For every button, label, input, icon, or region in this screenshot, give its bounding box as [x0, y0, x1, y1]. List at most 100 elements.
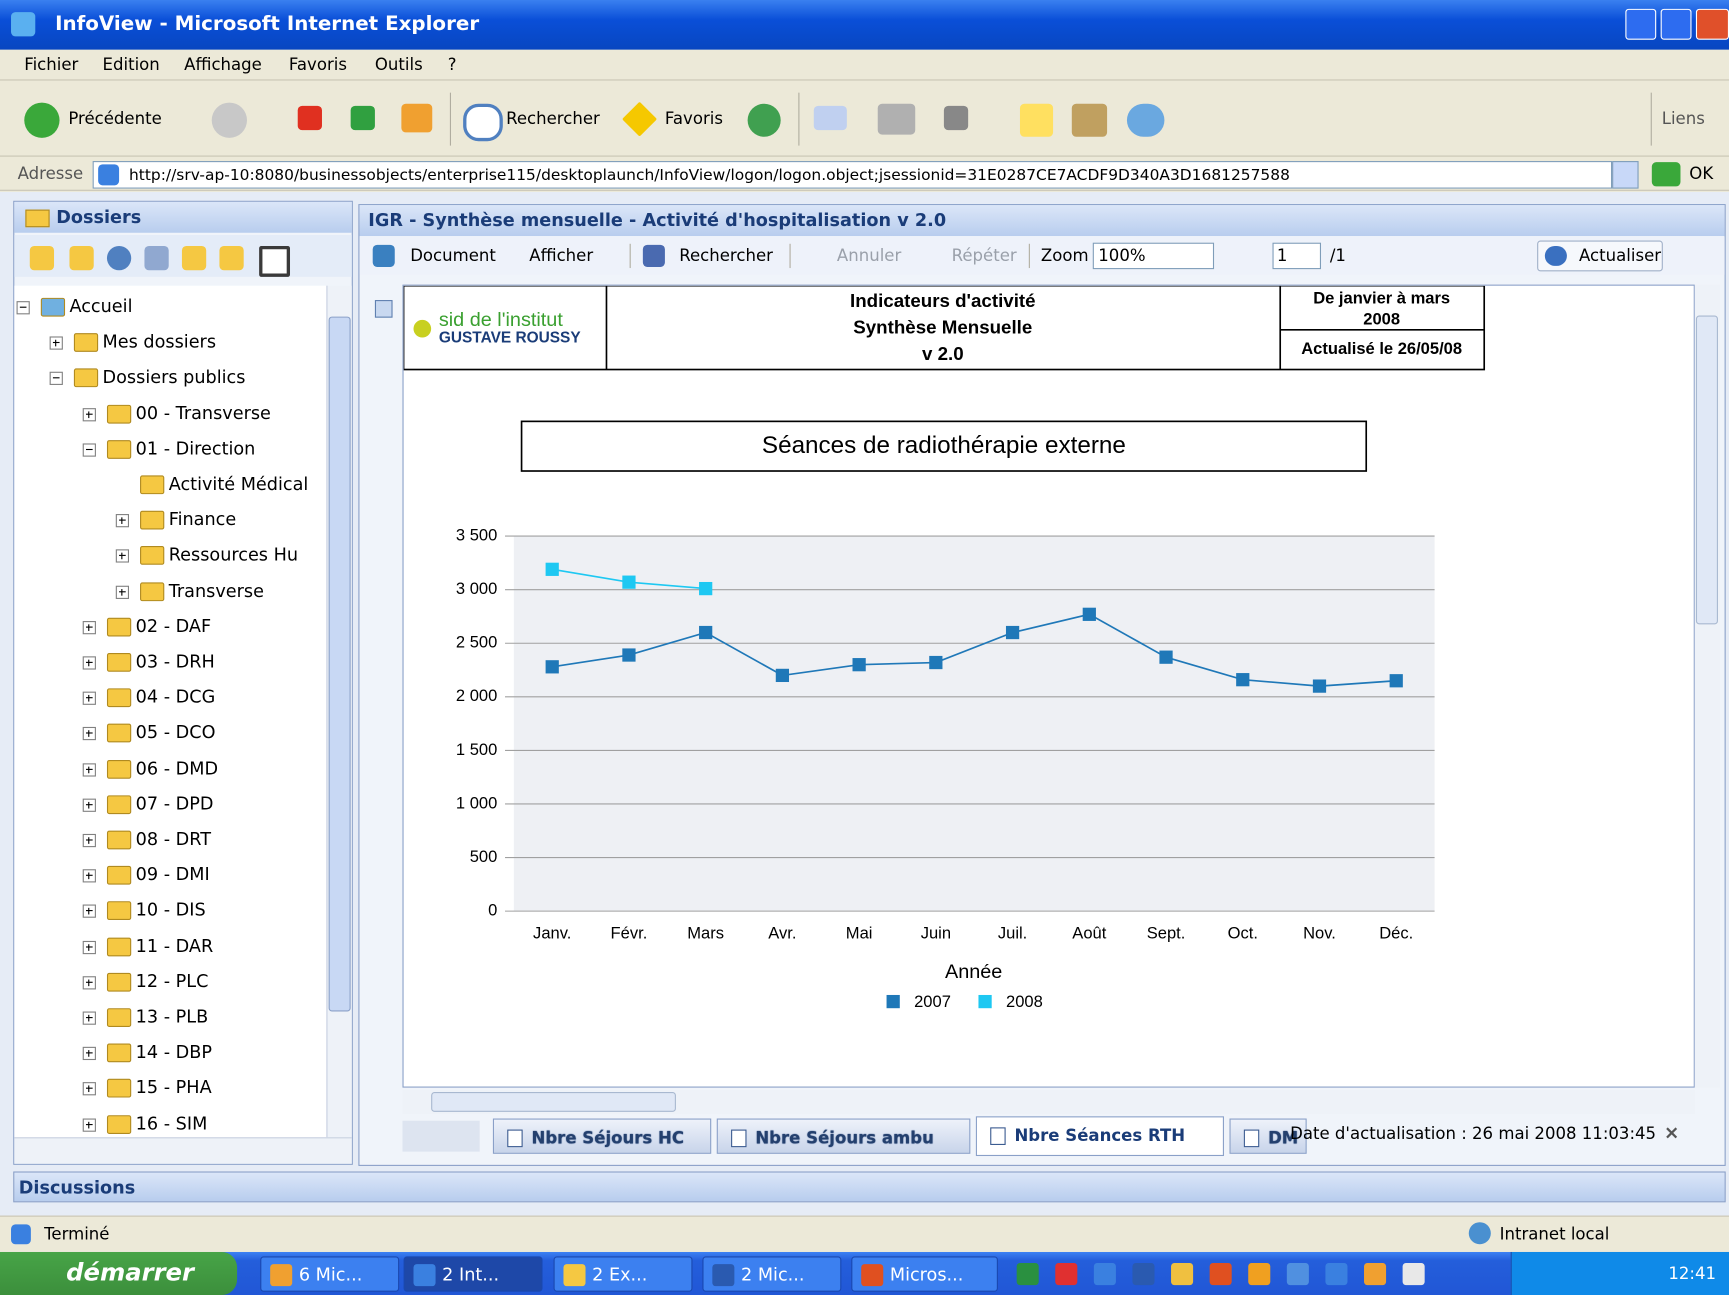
tree-label[interactable]: Ressources Hu: [168, 544, 299, 566]
go-button[interactable]: OK: [1689, 163, 1714, 184]
tree-label[interactable]: 11 - DAR: [135, 934, 214, 956]
expander[interactable]: [82, 904, 96, 919]
report-hscrollbar[interactable]: [402, 1089, 1695, 1115]
search-button[interactable]: Rechercher: [506, 108, 600, 129]
expander[interactable]: [49, 336, 63, 350]
quick-icon[interactable]: [1171, 1263, 1194, 1286]
maximize-button[interactable]: [1660, 8, 1692, 40]
tree-label[interactable]: 16 - SIM: [135, 1112, 208, 1134]
address-dropdown[interactable]: [1612, 161, 1639, 189]
minimize-button[interactable]: [1625, 8, 1657, 40]
tool-icon[interactable]: [181, 245, 207, 271]
favorites-button[interactable]: Favoris: [664, 108, 723, 129]
start-button[interactable]: démarrer: [0, 1251, 238, 1295]
tree-label[interactable]: Accueil: [69, 295, 133, 317]
menu-item[interactable]: Favoris: [288, 54, 347, 75]
view-menu[interactable]: Afficher: [529, 245, 594, 266]
expander[interactable]: [115, 549, 130, 563]
expander[interactable]: [82, 798, 96, 812]
expander[interactable]: [82, 869, 96, 883]
tree-label[interactable]: Mes dossiers: [102, 331, 217, 353]
expander[interactable]: [82, 1118, 96, 1132]
research-icon[interactable]: [1071, 103, 1108, 137]
expander[interactable]: [82, 833, 96, 848]
home-icon[interactable]: [401, 103, 433, 133]
expander[interactable]: [82, 1011, 96, 1025]
document-menu[interactable]: Document: [410, 245, 496, 266]
scroll-thumb[interactable]: [431, 1092, 676, 1112]
scroll-thumb[interactable]: [1695, 315, 1718, 625]
discussions-bar[interactable]: Discussions: [13, 1171, 1726, 1203]
expander[interactable]: [82, 443, 96, 457]
tree-label[interactable]: 14 - DBP: [135, 1041, 212, 1063]
history-icon[interactable]: [747, 103, 781, 137]
task-button[interactable]: 2 Mic...: [702, 1256, 842, 1292]
expander[interactable]: [115, 585, 130, 599]
expander[interactable]: [82, 762, 96, 777]
quick-icon[interactable]: [1364, 1263, 1387, 1286]
tool-icon[interactable]: [144, 245, 169, 271]
notes-icon[interactable]: [1019, 103, 1054, 137]
task-button[interactable]: 6 Mic...: [260, 1256, 400, 1292]
stop-icon[interactable]: [297, 105, 322, 131]
tree-label[interactable]: 15 - PHA: [135, 1077, 212, 1098]
tree-label[interactable]: 12 - PLC: [135, 970, 209, 992]
back-button[interactable]: Précédente: [68, 108, 162, 129]
address-field[interactable]: http://srv-ap-10:8080/businessobjects/en…: [92, 161, 1613, 189]
links-button[interactable]: Liens: [1661, 108, 1705, 129]
refresh-icon[interactable]: [350, 105, 375, 131]
tool-icon[interactable]: [219, 245, 244, 271]
report-vscrollbar[interactable]: [1694, 284, 1721, 1088]
tool-icon[interactable]: [29, 245, 55, 271]
tree-label[interactable]: 01 - Direction: [135, 437, 256, 459]
close-button[interactable]: [1695, 8, 1729, 40]
tree-label[interactable]: 00 - Transverse: [135, 402, 271, 424]
delete-icon[interactable]: [259, 245, 291, 277]
tab[interactable]: Nbre Séjours ambu: [716, 1118, 971, 1154]
tree-label[interactable]: 03 - DRH: [135, 650, 215, 672]
expander[interactable]: [82, 407, 96, 421]
tree-label[interactable]: Activité Médical: [168, 473, 309, 495]
quick-icon[interactable]: [1055, 1263, 1078, 1286]
quick-icon[interactable]: [1209, 1263, 1232, 1286]
tool-icon[interactable]: [106, 245, 132, 271]
messenger-icon[interactable]: [1126, 103, 1165, 137]
tree-label[interactable]: 13 - PLB: [135, 1005, 209, 1027]
go-icon[interactable]: [1651, 162, 1681, 187]
search-icon[interactable]: [463, 103, 503, 142]
tree-label[interactable]: 04 - DCG: [135, 686, 216, 708]
tree-label[interactable]: 10 - DIS: [135, 899, 206, 921]
quick-icon[interactable]: [1325, 1263, 1348, 1286]
scroll-thumb[interactable]: [328, 316, 351, 1012]
find-button[interactable]: Rechercher: [679, 245, 773, 266]
quick-icon[interactable]: [1402, 1263, 1425, 1286]
expander[interactable]: [82, 975, 96, 990]
expander[interactable]: [82, 620, 96, 635]
nav-toggle[interactable]: [374, 300, 393, 318]
tree-label[interactable]: Transverse: [168, 579, 264, 601]
task-button[interactable]: Micros...: [851, 1256, 998, 1292]
tool-icon[interactable]: [69, 245, 94, 271]
expander[interactable]: [82, 691, 96, 706]
print-icon[interactable]: [877, 103, 916, 135]
expander[interactable]: [82, 727, 96, 741]
tree-label[interactable]: Finance: [168, 508, 237, 530]
tree-label[interactable]: Dossiers publics: [102, 366, 246, 388]
menu-item[interactable]: Edition: [102, 54, 160, 75]
edit-icon[interactable]: [943, 105, 969, 131]
tree-scrollbar[interactable]: [326, 285, 352, 1138]
expander[interactable]: [82, 656, 96, 670]
tree-label[interactable]: 07 - DPD: [135, 792, 214, 814]
tree-label[interactable]: 09 - DMI: [135, 863, 210, 885]
expander[interactable]: [82, 940, 96, 954]
favorites-icon[interactable]: [622, 101, 658, 137]
tab-nav[interactable]: [402, 1120, 480, 1152]
quick-icon[interactable]: [1286, 1263, 1309, 1286]
menu-item[interactable]: Outils: [374, 54, 423, 75]
expander[interactable]: [49, 372, 63, 386]
expander[interactable]: [16, 301, 30, 315]
tree-label[interactable]: 02 - DAF: [135, 615, 212, 637]
quick-icon[interactable]: [1016, 1263, 1039, 1286]
tab[interactable]: DM: [1229, 1118, 1307, 1154]
quick-icon[interactable]: [1093, 1263, 1116, 1286]
